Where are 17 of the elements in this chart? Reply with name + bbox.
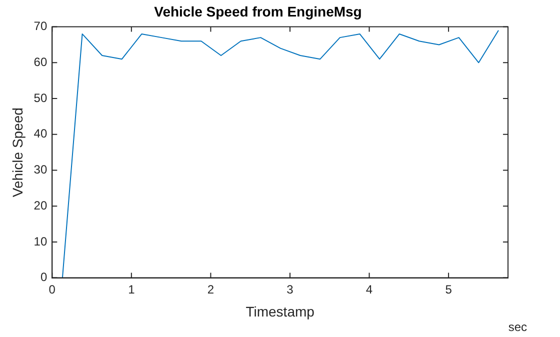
y-tick-label: 30 — [34, 162, 48, 177]
x-tick-label: 4 — [366, 282, 373, 296]
x-tick-label: 2 — [207, 282, 214, 296]
y-tick-label: 0 — [40, 270, 48, 284]
y-axis-title: Vehicle Speed — [9, 108, 26, 198]
y-tick-label: 50 — [34, 90, 48, 105]
chart-title: Vehicle Speed from EngineMsg — [154, 3, 362, 20]
y-tick-label: 20 — [34, 198, 48, 212]
text: sec — [508, 320, 527, 334]
y-tick-label: 70 — [34, 19, 48, 34]
x-axis-title: Timestamp — [246, 303, 315, 320]
x-tick-label: 5 — [445, 282, 452, 296]
y-tick-label: 10 — [34, 234, 48, 248]
y-tick-label: 60 — [34, 54, 48, 69]
x-tick-label: 3 — [286, 282, 294, 296]
y-tick-label: 40 — [34, 126, 48, 141]
x-tick-label: 1 — [128, 282, 136, 296]
